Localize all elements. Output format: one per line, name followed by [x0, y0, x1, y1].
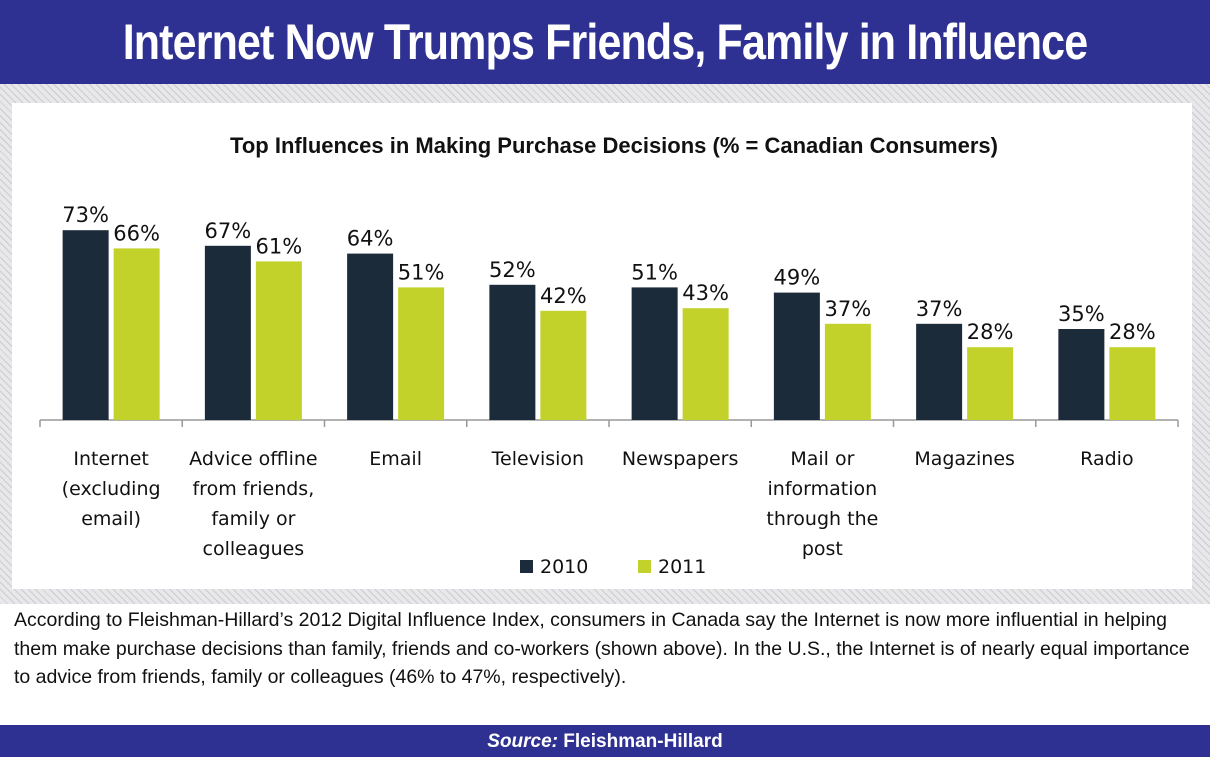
caption-text: According to Fleishman-Hillard’s 2012 Di… [0, 604, 1210, 725]
data-label: 51% [398, 260, 445, 284]
category-label: Advice offline [189, 448, 317, 470]
data-label: 28% [1109, 320, 1156, 344]
bar-2011 [398, 287, 445, 420]
source-label: Source: [487, 731, 559, 752]
bar-chart: Top Influences in Making Purchase Decisi… [39, 133, 1179, 578]
bar-2011 [255, 261, 302, 420]
category-label: Newspapers [622, 448, 739, 470]
bar-2011 [682, 308, 729, 420]
data-label: 66% [113, 221, 160, 245]
category-label: through the [766, 508, 878, 530]
category-label: Mail or [790, 448, 854, 470]
source-line: Source: Fleishman-Hillard [0, 727, 1210, 757]
data-label: 35% [1058, 302, 1105, 326]
category-label: email) [81, 508, 141, 530]
data-label: 67% [205, 219, 252, 243]
legend-label-2011: 2011 [658, 556, 706, 578]
data-label: 73% [62, 203, 109, 227]
bar-2011 [540, 310, 587, 420]
bar-2010 [1058, 329, 1105, 420]
category-label: family or [211, 508, 295, 530]
category-label: Television [491, 448, 584, 470]
chart-title: Top Influences in Making Purchase Decisi… [230, 133, 998, 158]
category-label: colleagues [203, 538, 305, 560]
category-label: Internet [73, 448, 148, 470]
category-label: Magazines [914, 448, 1015, 470]
data-label: 42% [540, 284, 587, 308]
source-name: Fleishman-Hillard [563, 731, 723, 752]
data-label: 43% [682, 281, 729, 305]
data-label: 52% [489, 258, 536, 282]
category-label: Email [369, 448, 422, 470]
legend-swatch-2010 [520, 560, 533, 573]
data-label: 37% [825, 297, 872, 321]
bar-2011 [113, 248, 160, 420]
bar-2010 [916, 323, 963, 420]
bar-2010 [204, 245, 251, 420]
legend-label-2010: 2010 [540, 556, 588, 578]
data-label: 28% [967, 320, 1014, 344]
category-label: (excluding [62, 478, 161, 500]
data-label: 61% [256, 234, 303, 258]
data-label: 64% [347, 227, 394, 251]
data-label: 51% [631, 260, 678, 284]
bar-2011 [824, 323, 871, 420]
page-title: Internet Now Trumps Friends, Family in I… [122, 14, 1088, 70]
category-label: information [768, 478, 878, 500]
category-label: post [802, 538, 843, 560]
bar-2010 [62, 230, 109, 420]
chart-panel: Top Influences in Making Purchase Decisi… [12, 103, 1192, 589]
data-label: 49% [774, 266, 821, 290]
category-label: from friends, [192, 478, 314, 500]
bar-2010 [489, 284, 536, 420]
bar-2011 [967, 347, 1014, 420]
legend-swatch-2011 [638, 560, 651, 573]
bar-2010 [347, 253, 394, 420]
bar-2011 [1109, 347, 1156, 420]
bar-2010 [631, 287, 678, 420]
data-label: 37% [916, 297, 963, 321]
category-label: Radio [1080, 448, 1133, 470]
bar-2010 [773, 292, 820, 420]
